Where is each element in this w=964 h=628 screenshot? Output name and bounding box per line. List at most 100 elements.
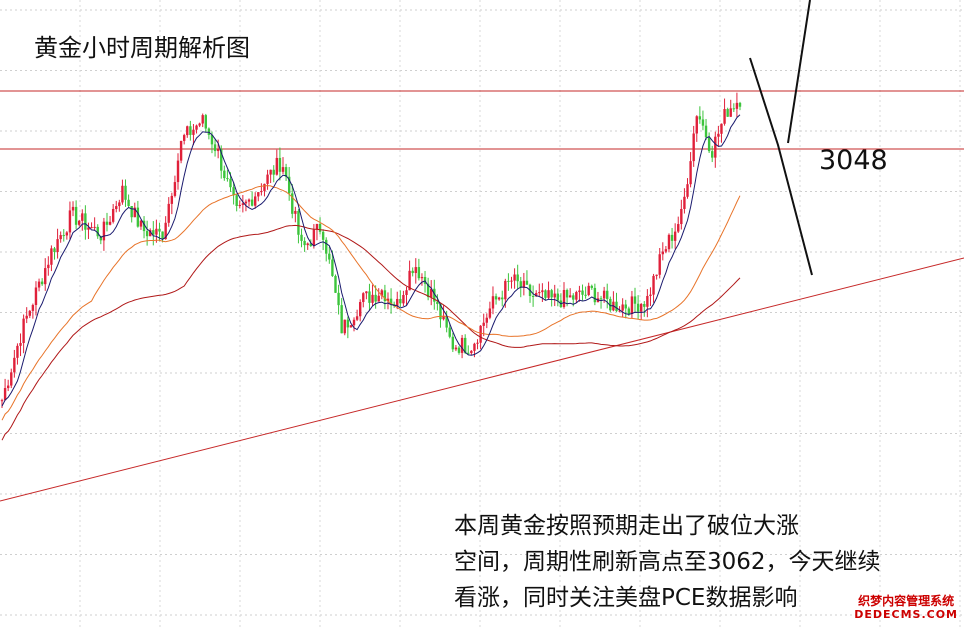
candle-body	[463, 337, 467, 353]
candle-body	[714, 136, 717, 158]
candle-body	[544, 290, 547, 298]
support-trendline	[0, 257, 964, 502]
annotation-text: 本周黄金按照预期走出了破位大涨 空间，周期性刷新高点至3062，今天继续 看涨，…	[454, 508, 881, 616]
candle-body	[417, 267, 421, 279]
candle-body	[62, 235, 65, 237]
candle-body	[74, 206, 78, 225]
candle-body	[448, 327, 451, 337]
candle-body	[170, 195, 174, 204]
candle-body	[636, 303, 640, 312]
candle-body	[260, 191, 263, 193]
candle-body	[615, 301, 618, 312]
candle-body	[377, 295, 380, 302]
candle-body	[673, 231, 677, 241]
candle-body	[590, 285, 593, 288]
candle-body	[127, 199, 130, 207]
candle-body	[467, 352, 470, 354]
candle-body	[272, 169, 275, 175]
candle-body	[312, 229, 316, 247]
candle-body	[568, 295, 572, 298]
candle-body	[680, 208, 683, 225]
candle-body	[473, 343, 476, 351]
candle-body	[182, 135, 186, 141]
candle-body	[541, 290, 544, 293]
candle-body	[587, 285, 590, 295]
candle-body	[189, 126, 192, 135]
candle-body	[223, 170, 226, 179]
candle-body	[652, 275, 655, 295]
candle-body	[343, 319, 346, 334]
candle-body	[84, 213, 87, 230]
candle-body	[111, 209, 115, 222]
candle-body	[677, 224, 680, 232]
candle-body	[445, 315, 448, 328]
candle-body	[423, 276, 427, 284]
candle-body	[584, 294, 587, 296]
candle-body	[436, 301, 439, 305]
candle-body	[374, 294, 377, 302]
candle-body	[504, 280, 507, 300]
candle-body	[633, 296, 637, 304]
candle-body	[334, 275, 337, 293]
watermark-line-1: 织梦内容管理系统	[858, 594, 955, 608]
annotation-line-1: 本周黄金按照预期走出了破位大涨	[454, 513, 799, 539]
candle-body	[547, 290, 550, 298]
candle-body	[405, 290, 408, 296]
candle-body	[87, 227, 90, 230]
moving-average-mid	[1, 185, 741, 421]
candle-body	[115, 206, 118, 210]
candle-body	[254, 196, 257, 206]
candle-body	[337, 292, 340, 306]
candle-body	[538, 292, 541, 294]
candle-body	[266, 174, 269, 184]
candle-body	[121, 185, 124, 203]
candle-body	[53, 248, 56, 253]
candle-body	[331, 259, 334, 276]
candle-body	[96, 226, 99, 237]
candle-body	[108, 221, 112, 225]
candle-body	[213, 144, 217, 152]
candle-body	[439, 304, 442, 320]
candle-body	[701, 119, 705, 126]
candle-body	[451, 336, 455, 350]
candle-body	[142, 220, 146, 232]
candle-body	[130, 206, 133, 218]
candle-body	[47, 264, 50, 269]
candle-body	[16, 345, 19, 358]
candle-body	[513, 274, 516, 281]
candle-body	[411, 270, 414, 274]
projection-breakout-line	[787, 0, 811, 144]
candle-body	[396, 298, 399, 306]
candle-body	[698, 116, 702, 120]
candle-body	[105, 221, 109, 225]
candle-body	[281, 167, 285, 172]
candle-body	[408, 270, 411, 291]
candle-body	[386, 298, 390, 302]
candle-body	[426, 283, 430, 298]
candle-body	[315, 223, 319, 230]
candle-body	[723, 109, 726, 124]
projection-pullback-line	[749, 57, 813, 276]
candle-body	[176, 160, 180, 183]
candle-body	[670, 234, 674, 241]
candle-body	[433, 288, 436, 302]
candle-body	[139, 220, 143, 227]
candle-body	[362, 293, 365, 303]
candle-body	[510, 280, 513, 282]
candle-body	[643, 304, 646, 307]
candle-body	[365, 291, 368, 294]
candle-body	[562, 289, 566, 308]
candle-body	[358, 302, 362, 317]
candle-body	[732, 108, 736, 110]
candle-body	[158, 228, 161, 232]
candle-body	[649, 294, 652, 296]
candle-body	[195, 125, 198, 130]
candle-body	[689, 161, 692, 185]
candle-body	[624, 304, 627, 309]
candle-body	[627, 308, 631, 314]
candle-body	[192, 129, 195, 135]
candle-body	[420, 276, 424, 279]
candle-body	[198, 123, 201, 126]
